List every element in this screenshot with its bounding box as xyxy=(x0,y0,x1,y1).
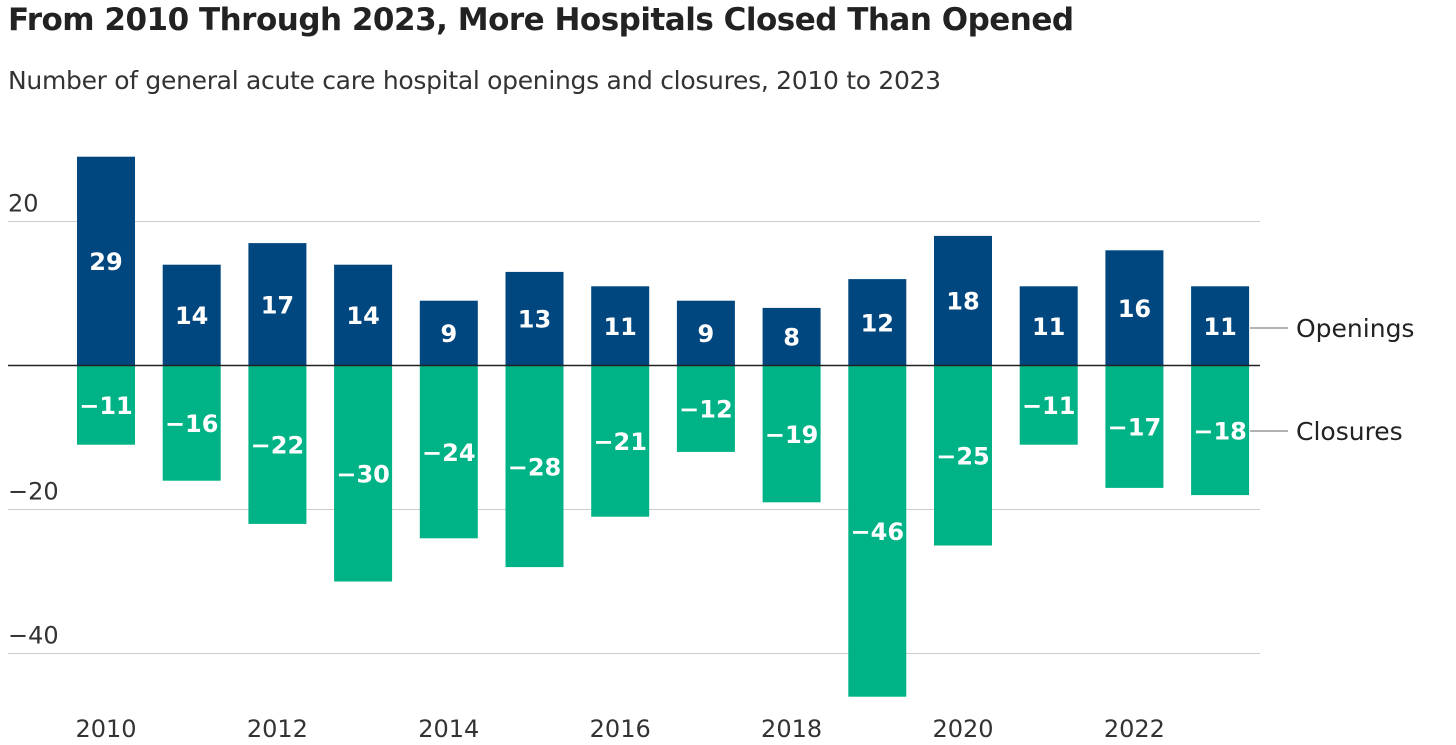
data-label-closures: −16 xyxy=(165,410,219,438)
data-label-openings: 9 xyxy=(698,320,715,348)
bar-openings-2021 xyxy=(1019,286,1078,366)
data-label-closures: −28 xyxy=(508,453,562,481)
bar-openings-2011 xyxy=(162,264,221,366)
bar-closures-2022 xyxy=(1105,365,1164,488)
data-label-closures: −17 xyxy=(1108,414,1162,442)
bar-closures-2023 xyxy=(1191,365,1250,496)
data-label-closures: −25 xyxy=(936,443,990,471)
data-label-openings: 11 xyxy=(1203,313,1236,341)
y-tick-label: 20 xyxy=(8,190,39,218)
data-label-openings: 17 xyxy=(261,291,294,319)
bar-openings-2016 xyxy=(591,286,650,366)
bar-closures-2020 xyxy=(934,365,992,546)
bar-openings-2022 xyxy=(1105,250,1164,366)
data-label-closures: −11 xyxy=(79,392,133,420)
bar-closures-2012 xyxy=(248,365,307,524)
x-tick-label: 2020 xyxy=(932,715,993,743)
data-label-closures: −22 xyxy=(251,432,305,460)
data-label-openings: 8 xyxy=(783,324,800,352)
bar-openings-2018 xyxy=(762,307,821,366)
bar-openings-2012 xyxy=(248,243,307,366)
data-label-closures: −30 xyxy=(336,461,390,489)
bar-closures-2015 xyxy=(505,365,564,568)
bar-closures-2019 xyxy=(848,365,907,697)
data-label-closures: −18 xyxy=(1193,417,1247,445)
data-label-closures: −46 xyxy=(851,518,905,546)
data-label-openings: 16 xyxy=(1118,295,1151,323)
bar-openings-2023 xyxy=(1191,286,1250,366)
x-tick-label: 2012 xyxy=(247,715,308,743)
bar-openings-2010 xyxy=(77,156,135,366)
data-label-closures: −24 xyxy=(422,439,476,467)
legend-closures: Closures xyxy=(1296,417,1403,446)
bar-closures-2010 xyxy=(77,365,135,445)
bar-openings-2017 xyxy=(676,300,735,366)
data-label-openings: 29 xyxy=(89,248,122,276)
data-label-openings: 11 xyxy=(1032,313,1065,341)
y-tick-label: −20 xyxy=(8,478,59,506)
bar-openings-2019 xyxy=(848,279,907,366)
data-label-openings: 14 xyxy=(175,302,208,330)
y-tick-label: −40 xyxy=(8,622,59,650)
bar-openings-2013 xyxy=(334,264,393,366)
bar-closures-2014 xyxy=(419,365,478,539)
data-label-closures: −21 xyxy=(593,428,647,456)
x-tick-label: 2018 xyxy=(761,715,822,743)
data-label-closures: −11 xyxy=(1022,392,1076,420)
data-label-openings: 13 xyxy=(518,306,551,334)
data-label-openings: 14 xyxy=(346,302,379,330)
bar-closures-2018 xyxy=(762,365,821,503)
x-tick-label: 2014 xyxy=(418,715,479,743)
bar-closures-2021 xyxy=(1019,365,1078,445)
data-label-closures: −12 xyxy=(679,396,733,424)
data-label-openings: 11 xyxy=(603,313,636,341)
chart-subtitle: Number of general acute care hospital op… xyxy=(8,66,941,95)
bar-closures-2016 xyxy=(591,365,650,517)
bar-openings-2020 xyxy=(934,235,992,366)
x-tick-label: 2010 xyxy=(75,715,136,743)
bar-openings-2014 xyxy=(419,300,478,366)
bar-closures-2017 xyxy=(676,365,735,452)
bar-closures-2011 xyxy=(162,365,221,481)
x-tick-label: 2022 xyxy=(1104,715,1165,743)
x-tick-label: 2016 xyxy=(590,715,651,743)
chart-title: From 2010 Through 2023, More Hospitals C… xyxy=(8,2,1074,38)
data-label-openings: 18 xyxy=(946,288,979,316)
legend-openings: Openings xyxy=(1296,314,1414,343)
data-label-openings: 9 xyxy=(440,320,457,348)
bar-closures-2013 xyxy=(334,365,393,582)
data-label-openings: 12 xyxy=(861,309,894,337)
data-label-closures: −19 xyxy=(765,421,819,449)
bar-openings-2015 xyxy=(505,271,564,366)
